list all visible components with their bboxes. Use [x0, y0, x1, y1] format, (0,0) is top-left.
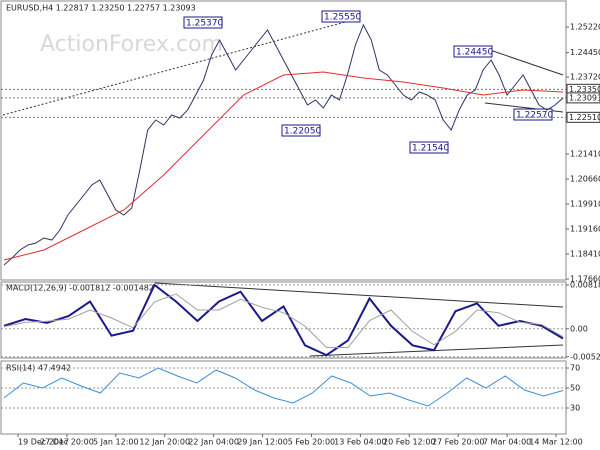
macd-panel — [0, 281, 567, 359]
y-tick-label: 50 — [570, 384, 580, 393]
level-label: 1.23093 — [569, 93, 600, 102]
price-title: EURUSD,H4 1.22817 1.23250 1.22757 1.2309… — [6, 4, 196, 13]
x-tick-label: 12 Jan 20:00 — [139, 438, 190, 447]
y-tick-label: 1.20660 — [570, 175, 600, 184]
annotation: 1.21540 — [412, 144, 449, 154]
y-tick-label: 1.19160 — [570, 225, 600, 234]
series-line — [3, 293, 564, 348]
watermark: ActionForex.com — [40, 32, 223, 57]
y-tick-label: 0.00 — [570, 324, 588, 333]
x-tick-label: 20 Feb 12:00 — [383, 438, 435, 447]
x-tick-label: 27 Feb 20:00 — [432, 438, 484, 447]
y-tick-label: 70 — [570, 364, 580, 373]
x-tick-label: 14 Mar 12:00 — [529, 438, 582, 447]
trendline — [2, 17, 361, 116]
x-tick-label: 5 Jan 12:00 — [93, 438, 139, 447]
y-tick-label: 1.17660 — [570, 275, 600, 284]
trendline — [154, 282, 564, 357]
annotation: 1.22050 — [284, 127, 321, 137]
y-tick-label: -0.005223 — [570, 352, 600, 361]
x-tick-label: 13 Feb 04:00 — [334, 438, 386, 447]
trendline — [484, 49, 564, 113]
annotation-box — [409, 141, 449, 154]
y-tick-label: 1.18410 — [570, 250, 600, 259]
y-tick-label: 1.25220 — [570, 23, 600, 32]
annotation-box — [281, 124, 321, 137]
series-line — [3, 283, 564, 357]
level-box — [566, 92, 600, 104]
y-tick-label: 1.23720 — [570, 73, 600, 82]
x-tick-label: 5 Feb 20:00 — [288, 438, 335, 447]
y-tick-label: 1.19910 — [570, 200, 600, 209]
annotations: 1.25370 1.25550 1.24450 1.22050 1.21540 … — [183, 10, 553, 154]
y-tick-label: 30 — [570, 404, 580, 413]
x-tick-label: 7 Mar 04:00 — [483, 438, 531, 447]
annotation-box — [453, 45, 493, 58]
y-tick-label: 1.24450 — [570, 48, 600, 57]
level-label: 1.23350 — [569, 85, 600, 94]
macd-title: MACD(12,26,9) -0.001812 -0.001482 — [6, 284, 154, 293]
annotation-box — [183, 16, 223, 29]
series-line — [3, 71, 564, 261]
price-panel — [0, 0, 567, 281]
annotation: 1.22570 — [516, 111, 553, 121]
x-tick-label: 27 Dec 20:00 — [40, 438, 94, 447]
series-line — [3, 367, 564, 407]
annotation-box — [513, 108, 553, 121]
x-tick-label: 19 Dec 2017 — [18, 438, 69, 447]
x-tick-label: 29 Jan 12:00 — [237, 438, 288, 447]
rsi-panel — [0, 360, 567, 435]
annotation-box — [321, 10, 361, 23]
x-tick-label: 22 Jan 04:00 — [188, 438, 239, 447]
y-tick-label: 0.008182 — [570, 280, 600, 289]
annotation: 1.25550 — [324, 13, 361, 23]
annotation: 1.25370 — [186, 19, 223, 29]
series-line — [3, 23, 564, 266]
level-label: 1.22510 — [569, 113, 600, 122]
annotation: 1.24450 — [456, 48, 493, 58]
y-tick-label: 1.21410 — [570, 150, 600, 159]
level-box — [566, 111, 600, 123]
